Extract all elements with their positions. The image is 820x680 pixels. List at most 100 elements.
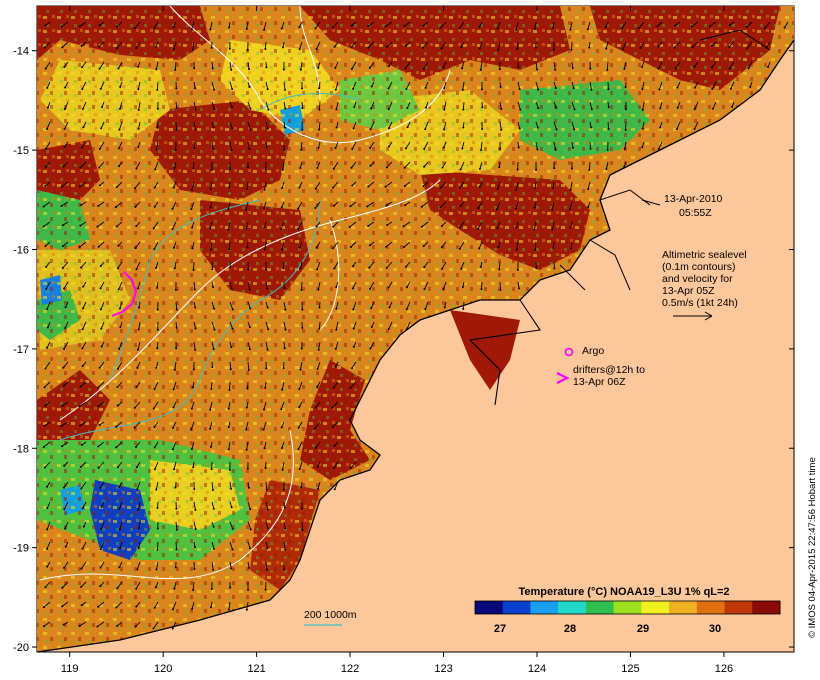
velocity-arrow-head <box>424 128 427 131</box>
velocity-arrow <box>264 41 267 50</box>
velocity-arrow <box>209 421 213 429</box>
velocity-arrow-head <box>213 328 216 331</box>
velocity-arrow-head <box>82 285 85 288</box>
velocity-arrow-head <box>265 568 268 571</box>
velocity-arrow-head <box>45 265 48 268</box>
velocity-arrow-head <box>156 286 159 289</box>
velocity-arrow-head <box>42 445 45 448</box>
velocity-arrow-head <box>266 526 269 529</box>
velocity-arrow <box>247 541 251 549</box>
velocity-arrow-head <box>136 488 139 491</box>
velocity-arrow-head <box>332 167 335 170</box>
velocity-arrow <box>228 601 231 610</box>
velocity-arrow-head <box>331 406 334 409</box>
velocity-arrow <box>116 181 123 188</box>
velocity-arrow-head <box>462 126 465 129</box>
velocity-arrow <box>172 221 177 230</box>
coastline-islands <box>559 29 771 291</box>
sst-field <box>37 6 794 652</box>
velocity-arrow-head <box>352 87 355 90</box>
velocity-arrow-head <box>263 248 266 251</box>
drifter-track <box>111 271 138 317</box>
velocity-arrow-head <box>300 347 303 350</box>
velocity-arrow <box>332 221 339 228</box>
velocity-arrow <box>370 341 375 349</box>
velocity-arrow-head <box>264 386 267 389</box>
velocity-arrow-head <box>227 426 230 429</box>
velocity-arrow <box>135 41 141 49</box>
velocity-arrow <box>211 541 215 550</box>
velocity-arrow-head <box>172 246 175 249</box>
velocity-arrow-head <box>97 405 100 408</box>
velocity-arrow-head <box>458 226 461 229</box>
velocity-arrow-head <box>245 27 248 30</box>
velocity-arrow <box>459 181 465 189</box>
velocity-arrow-head <box>175 326 178 329</box>
velocity-arrow-head <box>194 108 197 111</box>
velocity-arrow <box>283 101 286 109</box>
velocity-arrow-head <box>174 68 177 71</box>
velocity-arrow <box>316 161 321 169</box>
velocity-arrow <box>515 21 519 30</box>
velocity-arrow <box>81 61 87 68</box>
velocity-arrow <box>498 261 501 270</box>
velocity-arrow-head <box>156 506 159 509</box>
velocity-arrow <box>553 61 556 70</box>
velocity-arrow-head <box>44 184 47 187</box>
velocity-arrow <box>317 481 321 489</box>
velocity-arrow <box>61 201 69 207</box>
velocity-arrow-head <box>116 367 119 370</box>
velocity-arrow-head <box>283 568 286 571</box>
velocity-arrow-head <box>477 207 480 210</box>
time-label: 05:55Z <box>679 207 712 219</box>
velocity-arrow-head <box>118 547 121 550</box>
velocity-arrow-head <box>115 186 118 189</box>
velocity-arrow-head <box>424 86 427 89</box>
velocity-arrow-head <box>117 67 120 70</box>
velocity-arrow-head <box>621 27 624 30</box>
velocity-arrow-head <box>98 147 101 150</box>
velocity-arrow <box>210 181 213 190</box>
velocity-arrow <box>571 101 575 110</box>
velocity-arrow <box>350 241 357 248</box>
velocity-arrow <box>316 261 321 270</box>
velocity-arrow <box>406 101 411 109</box>
velocity-arrow <box>642 101 645 110</box>
velocity-arrow <box>353 121 357 129</box>
velocity-arrow-head <box>248 288 251 291</box>
velocity-arrow <box>497 41 501 50</box>
velocity-arrow-head <box>405 286 408 289</box>
velocity-arrow-head <box>97 204 100 207</box>
velocity-arrow <box>117 381 123 388</box>
velocity-arrow <box>263 21 267 30</box>
velocity-arrow-head <box>44 586 47 589</box>
velocity-arrow-head <box>266 547 269 550</box>
velocity-arrow <box>263 421 267 430</box>
velocity-arrow-head <box>728 24 731 27</box>
velocity-arrow-head <box>370 85 373 88</box>
velocity-arrow <box>350 201 357 207</box>
velocity-arrow-head <box>115 47 118 50</box>
velocity-arrow-head <box>137 287 140 290</box>
velocity-arrow <box>99 61 105 69</box>
velocity-arrow-head <box>335 108 338 111</box>
velocity-arrow <box>423 61 429 69</box>
velocity-arrow-head <box>300 486 303 489</box>
velocity-arrow-head <box>333 45 336 48</box>
lat-tick-label: -16 <box>13 244 29 256</box>
velocity-arrow-head <box>98 67 101 70</box>
velocity-arrow-head <box>211 488 214 491</box>
velocity-arrow-head <box>403 166 406 169</box>
velocity-arrow-head <box>212 348 215 351</box>
velocity-arrow-head <box>624 86 627 89</box>
velocity-arrow <box>118 281 123 290</box>
velocity-arrow-head <box>115 225 118 228</box>
velocity-arrow-head <box>552 26 555 29</box>
velocity-arrow <box>624 141 627 149</box>
velocity-arrow-head <box>283 287 286 290</box>
velocity-arrow-head <box>590 126 593 129</box>
velocity-arrow-head <box>537 107 540 110</box>
velocity-arrow <box>43 601 51 608</box>
sst-noise <box>37 6 794 652</box>
velocity-arrow-head <box>387 108 390 111</box>
